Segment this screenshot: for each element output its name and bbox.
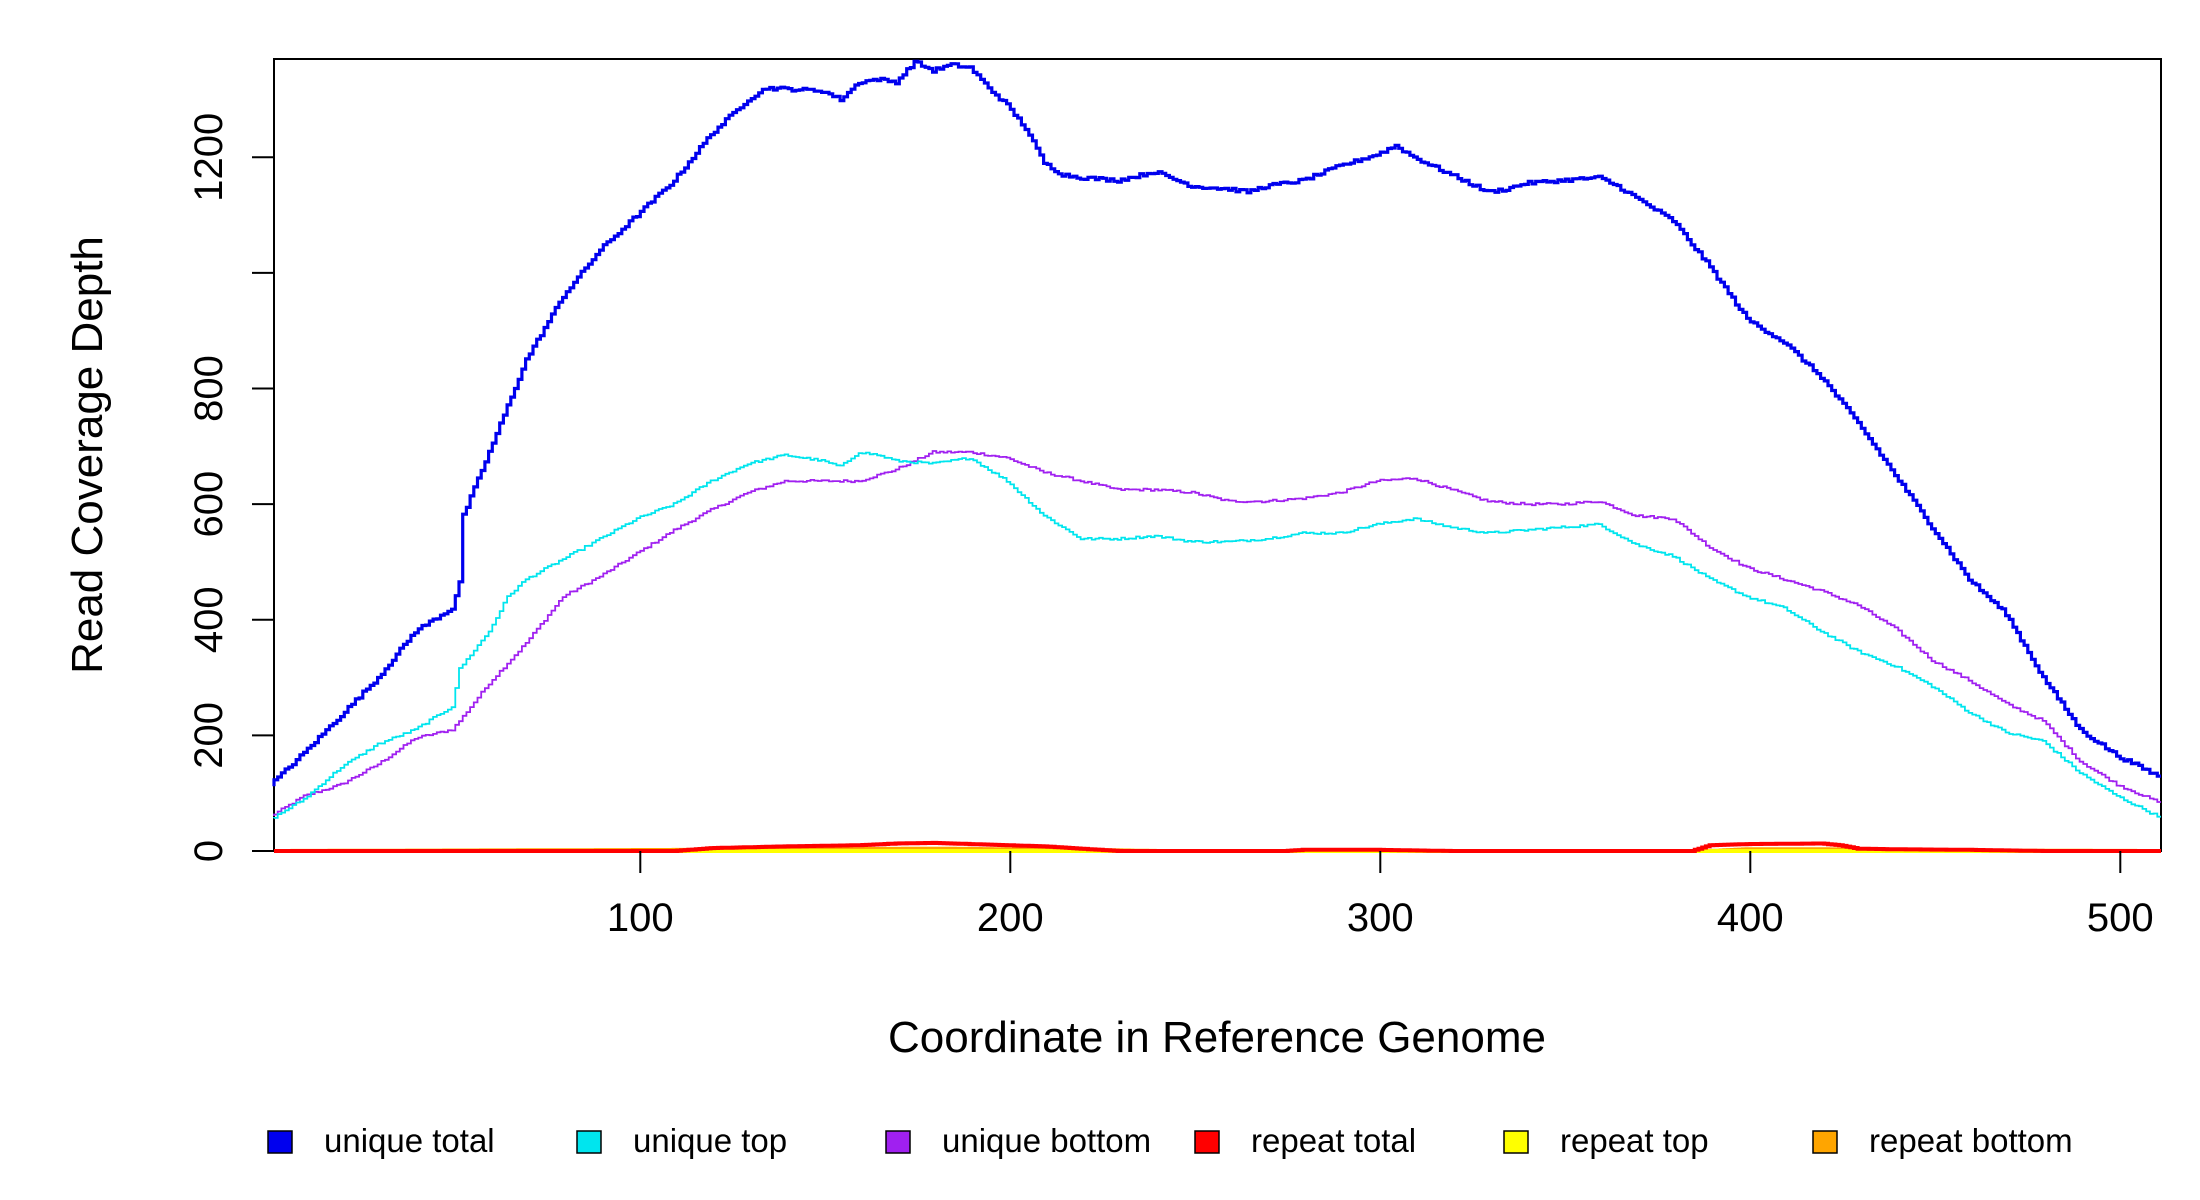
y-axis: 0 200 400 600 800 1200 xyxy=(187,113,274,862)
legend-label: repeat bottom xyxy=(1869,1122,2073,1159)
x-tick-label: 500 xyxy=(2087,896,2154,940)
plot-frame xyxy=(273,58,2162,852)
legend-swatch xyxy=(1812,1130,1838,1154)
legend-swatch xyxy=(267,1130,293,1154)
x-axis: 100 200 300 400 500 xyxy=(607,851,2154,940)
series-line-repeat-total xyxy=(274,840,2161,853)
series-line-unique-total xyxy=(272,59,2161,787)
legend-label: unique total xyxy=(324,1122,495,1159)
x-tick-label: 200 xyxy=(977,896,1044,940)
y-tick-label: 800 xyxy=(187,355,231,422)
y-tick-label: 200 xyxy=(187,702,231,769)
x-tick-label: 300 xyxy=(1347,896,1414,940)
x-tick-label: 100 xyxy=(607,896,674,940)
y-axis-label: Read Coverage Depth xyxy=(63,236,112,674)
legend-swatch xyxy=(1194,1130,1220,1154)
legend-label: repeat total xyxy=(1251,1122,1416,1159)
y-tick-label: 0 xyxy=(187,840,231,862)
legend: unique total unique top unique bottom repea… xyxy=(267,1122,2073,1159)
legend-label: unique bottom xyxy=(942,1122,1151,1159)
legend-swatch xyxy=(885,1130,911,1154)
x-tick-label: 400 xyxy=(1717,896,1784,940)
legend-swatch xyxy=(576,1130,602,1154)
y-tick-label: 1200 xyxy=(187,113,231,202)
y-tick-label: 400 xyxy=(187,586,231,653)
series-line-unique-top xyxy=(273,451,2161,819)
legend-label: unique top xyxy=(633,1122,787,1159)
y-tick-label: 600 xyxy=(187,471,231,538)
legend-label: repeat top xyxy=(1560,1122,1709,1159)
series-line-unique-bottom xyxy=(273,450,2161,816)
series-lines xyxy=(272,59,2161,853)
legend-swatch xyxy=(1503,1130,1529,1154)
x-axis-label: Coordinate in Reference Genome xyxy=(888,1013,1546,1062)
